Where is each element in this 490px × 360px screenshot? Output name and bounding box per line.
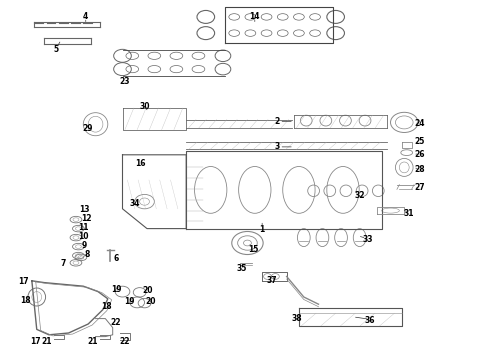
Text: 26: 26	[415, 150, 425, 159]
Text: 12: 12	[81, 214, 92, 223]
Text: 7: 7	[60, 259, 65, 268]
Text: 31: 31	[404, 209, 415, 217]
Text: 21: 21	[41, 337, 52, 346]
Text: 6: 6	[114, 254, 119, 263]
Text: 20: 20	[146, 297, 156, 306]
Text: 27: 27	[415, 184, 425, 193]
Text: 37: 37	[267, 276, 277, 284]
Text: 1: 1	[260, 225, 265, 234]
Text: 25: 25	[415, 137, 425, 146]
Text: 36: 36	[365, 316, 375, 325]
Text: 5: 5	[54, 45, 59, 54]
Text: 35: 35	[237, 264, 247, 273]
Text: 32: 32	[355, 191, 366, 199]
Text: 22: 22	[120, 337, 130, 346]
Text: 23: 23	[120, 77, 130, 86]
Text: 14: 14	[249, 12, 260, 21]
Text: 8: 8	[85, 251, 90, 259]
Text: 9: 9	[81, 241, 86, 250]
Text: 18: 18	[20, 297, 31, 305]
Text: 10: 10	[78, 233, 89, 242]
Text: 13: 13	[79, 205, 90, 214]
Text: 3: 3	[274, 143, 279, 152]
Text: 18: 18	[101, 302, 112, 311]
Text: 29: 29	[82, 124, 93, 133]
Text: 20: 20	[143, 287, 153, 295]
Text: 33: 33	[362, 235, 373, 244]
Text: 19: 19	[124, 297, 135, 306]
Text: 11: 11	[78, 223, 89, 232]
Text: 17: 17	[30, 337, 41, 346]
Text: 34: 34	[130, 199, 141, 208]
Text: 16: 16	[135, 159, 146, 168]
Text: 21: 21	[88, 337, 98, 346]
Text: 15: 15	[248, 245, 259, 253]
Text: 19: 19	[111, 285, 122, 294]
Text: 30: 30	[139, 102, 150, 111]
Text: 38: 38	[291, 314, 302, 323]
Text: 17: 17	[18, 277, 28, 286]
Text: 2: 2	[274, 117, 279, 126]
Text: 4: 4	[83, 12, 88, 21]
Text: 24: 24	[415, 119, 425, 128]
Text: 28: 28	[415, 165, 425, 174]
Text: 22: 22	[110, 318, 121, 327]
